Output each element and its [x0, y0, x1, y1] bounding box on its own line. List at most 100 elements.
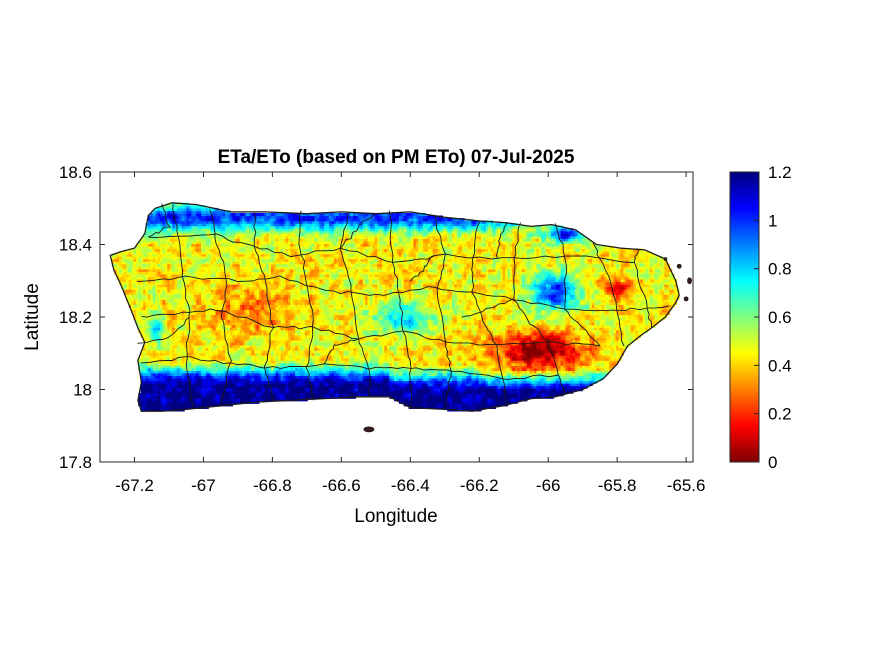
- heatmap-cell: [509, 390, 513, 394]
- heatmap-cell: [507, 337, 511, 341]
- heatmap-cell: [217, 362, 221, 366]
- heatmap-cell: [331, 372, 335, 376]
- heatmap-cell: [427, 388, 431, 392]
- heatmap-cell: [522, 375, 526, 379]
- heatmap-cell: [174, 388, 178, 392]
- heatmap-cell: [244, 377, 248, 382]
- heatmap-cell: [157, 352, 161, 356]
- heatmap-cell: [502, 370, 506, 374]
- heatmap-cell: [444, 372, 448, 376]
- heatmap-cell: [295, 355, 299, 359]
- heatmap-cell: [497, 390, 501, 394]
- heatmap-cell: [529, 370, 533, 374]
- heatmap-cell: [181, 344, 185, 349]
- heatmap-cell: [174, 337, 178, 341]
- heatmap-cell: [495, 352, 499, 356]
- heatmap-cell: [309, 344, 313, 349]
- heatmap-cell: [229, 357, 233, 361]
- heatmap-cell: [584, 339, 588, 343]
- heatmap-cell: [290, 355, 294, 359]
- heatmap-cell: [394, 388, 398, 392]
- heatmap-cell: [476, 367, 480, 371]
- heatmap-cell: [466, 398, 470, 402]
- heatmap-cell: [157, 347, 161, 351]
- heatmap-cell: [442, 380, 446, 384]
- heatmap-cell: [324, 390, 328, 394]
- heatmap-cell: [473, 385, 477, 389]
- heatmap-cell: [418, 382, 422, 387]
- heatmap-cell: [464, 365, 468, 369]
- heatmap-cell: [208, 385, 212, 389]
- heatmap-cell: [427, 400, 431, 404]
- heatmap-cell: [517, 339, 521, 343]
- heatmap-cell: [396, 349, 400, 354]
- heatmap-cell: [324, 377, 328, 382]
- heatmap-cell: [295, 362, 299, 366]
- heatmap-cell: [172, 339, 176, 343]
- heatmap-cell: [382, 380, 386, 384]
- heatmap-cell: [456, 337, 460, 341]
- heatmap-cell: [215, 375, 219, 379]
- heatmap-cell: [239, 352, 243, 356]
- heatmap-cell: [244, 352, 248, 356]
- heatmap-cell: [509, 362, 513, 366]
- heatmap-cell: [297, 357, 301, 361]
- heatmap-cell: [174, 395, 178, 399]
- heatmap-cell: [140, 355, 144, 359]
- heatmap-cell: [196, 398, 200, 402]
- heatmap-cell: [179, 398, 183, 402]
- heatmap-cell: [538, 380, 542, 384]
- heatmap-cell: [379, 365, 383, 369]
- heatmap-cell: [181, 395, 185, 399]
- heatmap-cell: [157, 380, 161, 384]
- heatmap-cell: [408, 365, 412, 369]
- heatmap-cell: [587, 360, 591, 364]
- heatmap-cell: [176, 390, 180, 394]
- heatmap-cell: [435, 372, 439, 376]
- heatmap-cell: [437, 339, 441, 343]
- heatmap-cell: [343, 337, 347, 341]
- heatmap-cell: [367, 380, 371, 384]
- heatmap-cell: [167, 362, 171, 366]
- heatmap-cell: [461, 365, 465, 369]
- heatmap-cell: [246, 352, 250, 356]
- heatmap-cell: [512, 362, 516, 366]
- heatmap-cell: [295, 370, 299, 374]
- heatmap-cell: [287, 342, 291, 346]
- heatmap-cell: [333, 352, 337, 356]
- heatmap-cell: [287, 355, 291, 359]
- heatmap-cell: [403, 388, 407, 392]
- heatmap-cell: [468, 377, 472, 382]
- heatmap-cell: [256, 393, 260, 397]
- heatmap-cell: [217, 349, 221, 354]
- heatmap-cell: [302, 352, 306, 356]
- heatmap-cell: [439, 370, 443, 374]
- heatmap-cell: [340, 385, 344, 389]
- heatmap-cell: [374, 347, 378, 351]
- heatmap-cell: [427, 375, 431, 379]
- heatmap-cell: [162, 357, 166, 361]
- heatmap-cell: [507, 398, 511, 402]
- heatmap-cell: [328, 385, 332, 389]
- heatmap-cell: [423, 385, 427, 389]
- heatmap-cell: [452, 360, 456, 364]
- heatmap-cell: [444, 360, 448, 364]
- heatmap-cell: [415, 355, 419, 359]
- heatmap-cell: [159, 390, 163, 394]
- heatmap-cell: [495, 395, 499, 399]
- heatmap-cell: [258, 347, 262, 351]
- heatmap-cell: [553, 347, 557, 351]
- heatmap-cell: [266, 377, 270, 382]
- heatmap-cell: [297, 362, 301, 366]
- heatmap-cell: [147, 377, 151, 382]
- heatmap-cell: [577, 339, 581, 343]
- heatmap-cell: [437, 355, 441, 359]
- heatmap-cell: [181, 367, 185, 371]
- heatmap-cell: [546, 357, 550, 361]
- heatmap-cell: [321, 382, 325, 387]
- heatmap-cell: [229, 365, 233, 369]
- heatmap-cell: [176, 388, 180, 392]
- heatmap-cell: [234, 390, 238, 394]
- heatmap-cell: [488, 382, 492, 387]
- heatmap-cell: [599, 367, 603, 371]
